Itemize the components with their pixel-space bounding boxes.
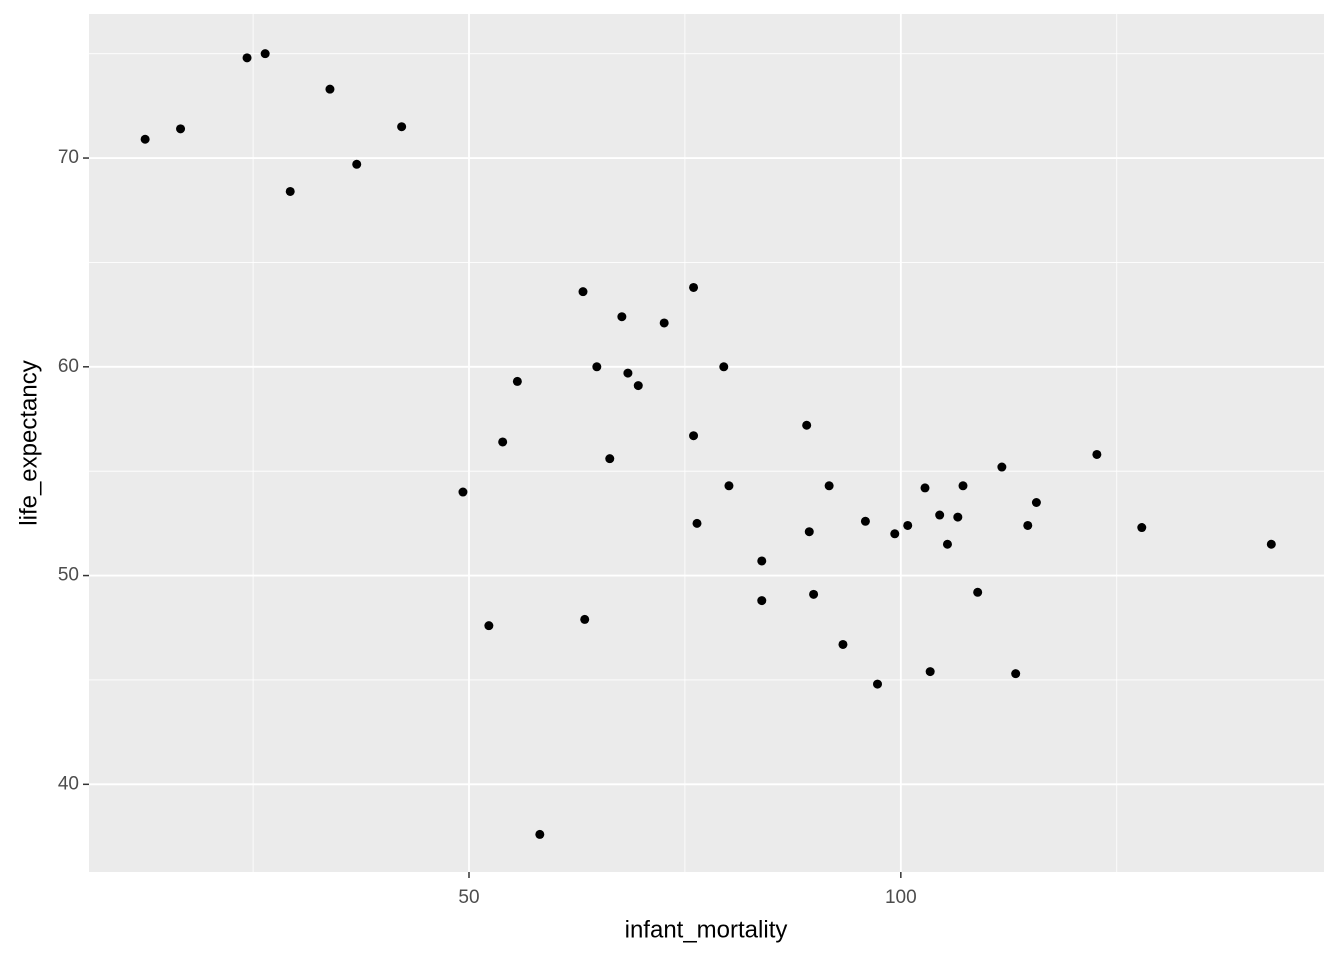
point — [890, 529, 900, 539]
point — [352, 159, 362, 169]
point — [692, 518, 702, 528]
panel — [89, 14, 1324, 872]
point — [397, 122, 407, 132]
point — [925, 667, 935, 677]
y-tick-label: 50 — [58, 565, 79, 586]
point — [997, 462, 1007, 472]
point — [512, 376, 522, 386]
point — [1031, 497, 1041, 507]
point — [824, 481, 834, 491]
point — [659, 318, 669, 328]
point — [903, 520, 913, 530]
point — [325, 84, 335, 94]
point — [623, 368, 633, 378]
point — [809, 589, 819, 599]
x-tick-label: 50 — [458, 887, 479, 908]
point — [140, 134, 150, 144]
x-axis-title: infant_mortality — [625, 916, 788, 943]
point — [498, 437, 508, 447]
y-tick-label: 70 — [58, 147, 79, 168]
point — [935, 510, 945, 520]
point — [958, 481, 968, 491]
point — [873, 679, 882, 689]
point — [633, 381, 643, 391]
point — [973, 587, 983, 597]
point — [1011, 669, 1021, 679]
point — [1092, 449, 1102, 459]
point — [757, 596, 767, 606]
point — [605, 454, 615, 464]
point — [535, 829, 545, 839]
point — [757, 556, 767, 566]
point — [860, 516, 870, 526]
point — [724, 481, 734, 491]
point — [953, 512, 963, 522]
point — [1266, 539, 1276, 549]
point — [617, 312, 627, 322]
point — [804, 527, 814, 537]
point — [176, 124, 186, 134]
point — [484, 621, 494, 631]
x-tick-label: 100 — [885, 887, 917, 908]
point — [942, 539, 952, 549]
y-tick-label: 40 — [58, 773, 79, 794]
point — [285, 186, 295, 196]
y-tick-label: 60 — [58, 356, 79, 377]
point — [838, 639, 848, 649]
point — [260, 49, 270, 59]
point — [580, 614, 590, 624]
point — [578, 287, 588, 297]
point — [592, 362, 602, 372]
point — [242, 53, 252, 63]
point — [689, 431, 699, 441]
point — [689, 282, 699, 292]
point — [1023, 520, 1033, 530]
point — [920, 483, 930, 493]
y-axis-title: life_expectancy — [15, 360, 42, 525]
point — [719, 362, 729, 372]
point — [802, 420, 812, 430]
point — [1137, 523, 1147, 533]
point — [458, 487, 468, 497]
